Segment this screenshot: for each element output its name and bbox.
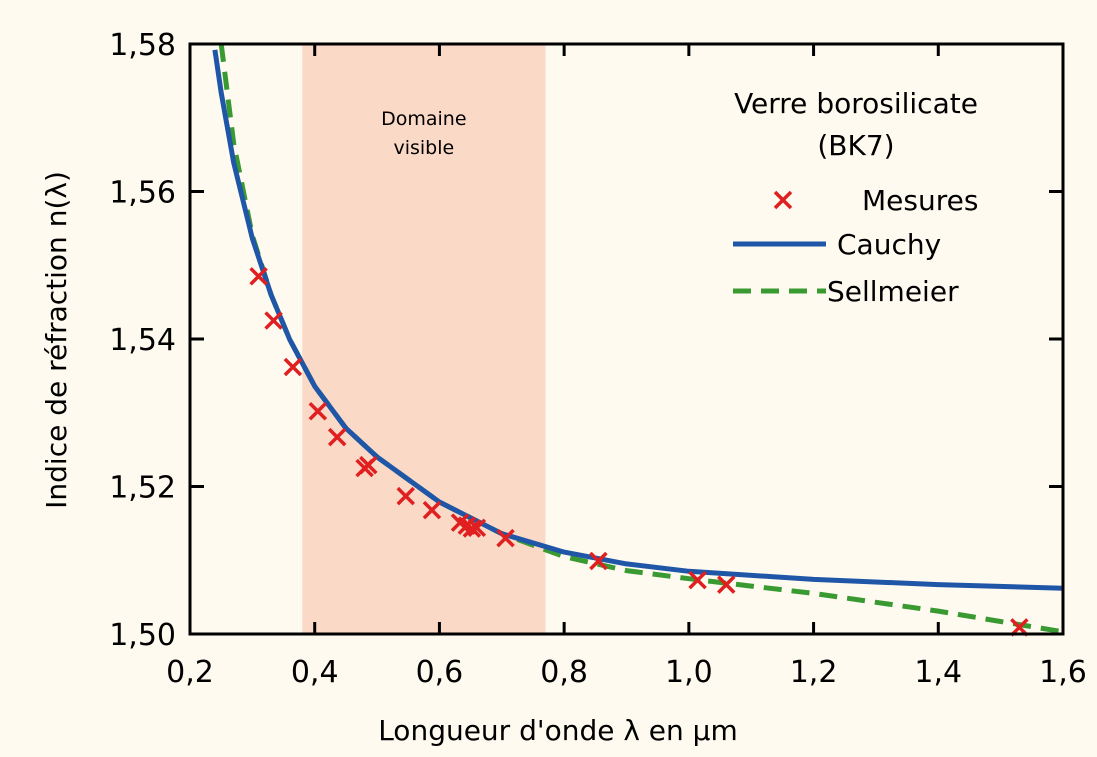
x-tick-label: 1,2 [790, 655, 838, 690]
data-point-marker [496, 528, 515, 548]
annotation-line-2: (BK7) [817, 129, 894, 162]
legend-item-sellmeier: Sellmeier [733, 275, 959, 308]
data-point-marker [249, 267, 268, 286]
legend-item-mesures: Mesures [773, 184, 978, 217]
x-tick-label: 0,4 [291, 655, 339, 690]
x-tick-label: 0,2 [166, 655, 214, 690]
y-tick-label: 1,58 [109, 28, 176, 63]
plot-area: Domaine visible [212, 44, 1063, 637]
y-tick-label: 1,50 [109, 618, 176, 653]
band-label-line-1: Domaine [381, 108, 466, 130]
y-tick-label: 1,52 [109, 471, 176, 506]
y-tick-label: 1,56 [109, 176, 176, 211]
x-tick-label: 1,0 [665, 655, 713, 690]
legend: Mesures Cauchy Sellmeier [733, 184, 978, 308]
series-markers-mesures [249, 267, 1029, 637]
material-annotation: Verre borosilicate (BK7) [734, 87, 978, 162]
x-tick-label: 1,4 [914, 655, 962, 690]
data-point-marker [422, 500, 442, 520]
data-point-marker [264, 311, 283, 330]
y-tick-label: 1,54 [109, 323, 176, 358]
data-point-marker [359, 455, 378, 475]
legend-label-sellmeier: Sellmeier [827, 275, 959, 308]
x-tick-label: 0,6 [416, 655, 464, 690]
x-axis-label: Longueur d'onde λ en µm [378, 714, 738, 747]
x-tick-label: 1,6 [1039, 655, 1087, 690]
y-axis-label: Indice de réfraction n(λ) [40, 171, 73, 509]
data-point-marker [717, 575, 736, 594]
data-point-marker [467, 518, 487, 538]
data-point-marker [396, 486, 415, 506]
data-point-marker [589, 551, 608, 571]
data-point-marker [327, 427, 347, 447]
data-point-marker [283, 357, 303, 377]
data-point-marker [308, 402, 328, 421]
axes: 0,2 0,4 0,6 0,8 1,0 1,2 1,4 1,6 1,50 1,52 1,54 1,56… [109, 28, 1087, 690]
band-label-line-2: visible [393, 137, 454, 159]
annotation-line-1: Verre borosilicate [734, 87, 978, 120]
legend-item-cauchy: Cauchy [733, 228, 941, 261]
data-point-marker [688, 570, 707, 590]
legend-marker-x-icon-stroke [773, 190, 793, 210]
x-tick-label: 0,8 [540, 655, 588, 690]
series-line-cauchy [212, 49, 1063, 591]
legend-label-cauchy: Cauchy [837, 228, 941, 261]
legend-label-mesures: Mesures [862, 184, 978, 217]
visible-domain-band [302, 44, 546, 634]
data-point-marker [462, 519, 482, 538]
